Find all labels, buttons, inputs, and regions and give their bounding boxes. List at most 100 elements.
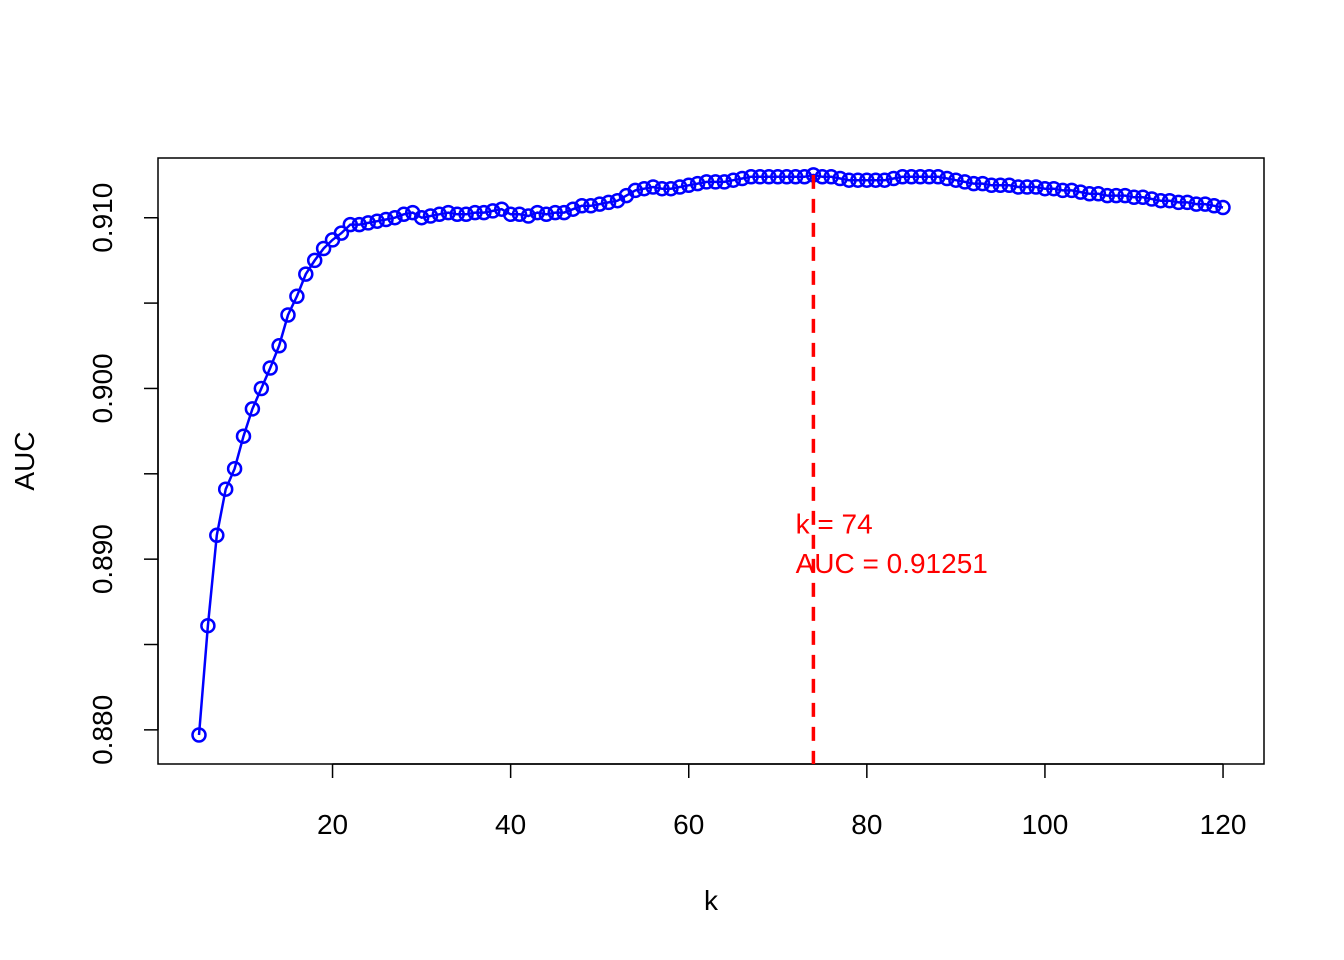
data-point bbox=[1019, 179, 1035, 195]
data-point bbox=[1072, 184, 1089, 200]
data-point bbox=[707, 174, 724, 190]
x-tick-label: 60 bbox=[673, 809, 704, 840]
data-point bbox=[894, 169, 911, 185]
data-point bbox=[1037, 180, 1053, 197]
data-point bbox=[1170, 194, 1187, 211]
x-tick-label: 100 bbox=[1022, 809, 1069, 840]
series-line bbox=[197, 173, 1224, 736]
data-point bbox=[939, 170, 955, 187]
data-point bbox=[591, 196, 608, 212]
series-layer bbox=[191, 167, 1231, 743]
data-point bbox=[992, 177, 1009, 194]
data-point bbox=[476, 204, 492, 221]
y-tick-label: 0.880 bbox=[87, 695, 118, 765]
data-point bbox=[948, 172, 964, 188]
data-point bbox=[556, 204, 572, 221]
y-tick-label: 0.900 bbox=[87, 353, 118, 423]
data-point bbox=[1117, 187, 1133, 204]
data-point bbox=[814, 169, 831, 185]
data-point bbox=[752, 169, 768, 185]
data-point bbox=[823, 169, 839, 185]
data-point bbox=[725, 172, 742, 188]
data-point bbox=[930, 169, 946, 185]
data-point bbox=[209, 527, 225, 544]
data-point bbox=[520, 208, 537, 224]
data-point bbox=[761, 169, 777, 185]
data-point bbox=[244, 401, 261, 417]
data-point bbox=[716, 174, 733, 190]
data-point bbox=[1046, 180, 1062, 197]
data-point bbox=[680, 177, 697, 194]
data-point bbox=[654, 180, 670, 197]
data-point bbox=[333, 225, 350, 241]
data-point bbox=[271, 338, 287, 354]
data-point bbox=[600, 194, 617, 211]
annotation-text: AUC = 0.91251 bbox=[796, 548, 988, 579]
data-point bbox=[306, 252, 323, 269]
data-point bbox=[974, 175, 991, 192]
data-point bbox=[387, 209, 403, 226]
data-point bbox=[672, 179, 688, 195]
data-point bbox=[1108, 187, 1124, 204]
data-point bbox=[743, 169, 759, 185]
data-point bbox=[876, 172, 893, 188]
data-point bbox=[663, 180, 679, 197]
data-point bbox=[226, 460, 243, 477]
data-point bbox=[253, 380, 270, 397]
data-point bbox=[1161, 192, 1178, 209]
data-point bbox=[280, 307, 296, 323]
data-point bbox=[1054, 182, 1071, 199]
data-point bbox=[422, 208, 439, 224]
x-tick-label: 120 bbox=[1200, 809, 1247, 840]
data-point bbox=[867, 172, 884, 188]
data-point bbox=[191, 727, 207, 743]
data-point bbox=[778, 169, 795, 185]
data-point bbox=[529, 204, 546, 221]
data-point bbox=[796, 169, 813, 185]
data-point bbox=[547, 204, 563, 221]
data-point bbox=[458, 206, 474, 223]
data-point bbox=[200, 617, 216, 634]
data-point bbox=[467, 204, 483, 221]
annotation-text: k = 74 bbox=[796, 509, 873, 540]
y-axis: 0.880 0.890 0.900 0.910 bbox=[87, 183, 159, 765]
data-point bbox=[289, 288, 305, 305]
y-tick-label: 0.890 bbox=[87, 524, 118, 594]
data-point bbox=[431, 206, 448, 223]
data-point bbox=[921, 169, 937, 185]
x-axis-label: k bbox=[704, 885, 719, 916]
data-point bbox=[1099, 187, 1116, 204]
data-point bbox=[1215, 199, 1231, 216]
data-point bbox=[413, 209, 430, 226]
data-point bbox=[689, 175, 706, 192]
data-point bbox=[627, 182, 644, 199]
data-point bbox=[342, 216, 359, 233]
data-point bbox=[965, 175, 982, 192]
data-point bbox=[903, 169, 920, 185]
data-point bbox=[983, 177, 1000, 194]
data-point bbox=[885, 170, 902, 187]
data-point bbox=[1179, 194, 1196, 211]
data-point bbox=[1206, 198, 1222, 214]
annotation-layer: k = 74 AUC = 0.91251 bbox=[796, 174, 988, 764]
data-point bbox=[360, 215, 376, 231]
data-point bbox=[583, 198, 599, 214]
data-point bbox=[1063, 182, 1080, 199]
data-point bbox=[859, 172, 875, 188]
data-point bbox=[538, 206, 555, 223]
data-point bbox=[262, 360, 278, 376]
data-point bbox=[511, 206, 528, 223]
data-point bbox=[1090, 186, 1107, 202]
data-point bbox=[1152, 192, 1169, 209]
x-tick-label: 20 bbox=[317, 809, 348, 840]
x-axis: 20 40 60 80 100 120 bbox=[317, 763, 1247, 840]
data-point bbox=[957, 174, 973, 190]
y-tick-label: 0.910 bbox=[87, 183, 118, 253]
data-point bbox=[1010, 179, 1026, 195]
data-point bbox=[770, 169, 786, 185]
y-axis-label: AUC bbox=[9, 431, 40, 490]
x-tick-label: 80 bbox=[851, 809, 882, 840]
data-point bbox=[378, 211, 394, 228]
data-point bbox=[369, 213, 385, 229]
